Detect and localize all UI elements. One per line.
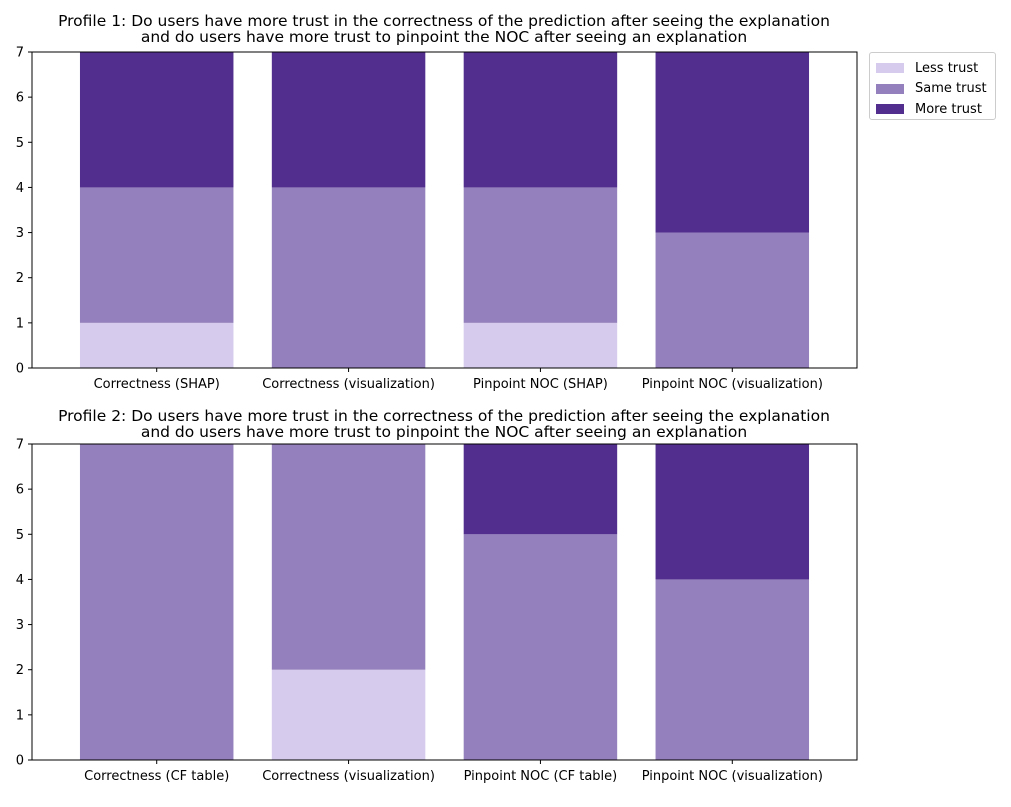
plot-area: 0 1 2 3 4 5 6 7 Correctness (SHAP) Correctness (v…: [16, 46, 858, 392]
bar-same-trust-pinpoint-noc-visualization: [655, 232, 810, 368]
chart-title-line-2: and do users have more trust to pinpoint…: [140, 423, 748, 441]
y-tick-label: 4: [16, 573, 24, 588]
bar-same-trust-correctness-shap: [79, 187, 234, 323]
bar-more-trust-pinpoint-noc-visualization: [655, 444, 810, 580]
chart-profile-2: Profile 2: Do users have more trust in t…: [0, 395, 1011, 807]
chart-title-line-2: and do users have more trust to pinpoint…: [140, 28, 748, 46]
x-tick-label: Pinpoint NOC (visualization): [642, 377, 823, 392]
y-tick-label: 3: [16, 618, 24, 633]
legend: Less trust Same trust More trust: [869, 52, 996, 120]
x-tick-label: Pinpoint NOC (visualization): [642, 769, 823, 784]
bar-same-trust-correctness-visualization: [271, 187, 426, 368]
chart-title-line-1: Profile 1: Do users have more trust in t…: [58, 12, 830, 30]
x-tick-label: Correctness (visualization): [262, 769, 435, 784]
chart-title-line-1: Profile 2: Do users have more trust in t…: [58, 407, 830, 425]
chart-title: Profile 2: Do users have more trust in t…: [32, 408, 856, 440]
bar-less-trust-correctness-visualization: [271, 669, 426, 760]
y-tick-label: 1: [16, 708, 24, 723]
y-tick-label: 7: [16, 438, 24, 453]
bar-same-trust-pinpoint-noc-visualization: [655, 579, 810, 760]
y-tick-label: 6: [16, 483, 24, 498]
y-tick-label: 6: [16, 91, 24, 106]
y-tick-label: 7: [16, 46, 24, 61]
x-tick-label: Correctness (SHAP): [94, 377, 220, 392]
y-tick-label: 5: [16, 136, 24, 151]
chart-title: Profile 1: Do users have more trust in t…: [32, 13, 856, 45]
plot-area: 0 1 2 3 4 5 6 7 Correctness (CF table) Correctnes…: [16, 438, 858, 784]
legend-label-same-trust: Same trust: [915, 81, 987, 97]
legend-swatch-same-trust: [876, 83, 904, 94]
legend-item-more-trust: More trust: [870, 99, 995, 120]
y-tick-label: 5: [16, 528, 24, 543]
bar-same-trust-correctness-cf-table: [79, 444, 234, 760]
bar-more-trust-correctness-visualization: [271, 52, 426, 188]
legend-item-less-trust: Less trust: [870, 58, 995, 79]
legend-label-less-trust: Less trust: [915, 60, 979, 76]
y-tick-label: 2: [16, 271, 24, 286]
axes-frame: [31, 51, 858, 369]
bar-same-trust-correctness-visualization: [271, 444, 426, 670]
chart-profile-1: Profile 1: Do users have more trust in t…: [0, 0, 1011, 395]
legend-swatch-more-trust: [876, 104, 904, 115]
bar-more-trust-pinpoint-noc-shap: [463, 52, 618, 188]
bar-less-trust-pinpoint-noc-shap: [463, 322, 618, 368]
y-tick-label: 0: [16, 754, 24, 769]
bar-more-trust-pinpoint-noc-visualization: [655, 52, 810, 233]
bar-more-trust-correctness-shap: [79, 52, 234, 188]
y-tick-label: 3: [16, 226, 24, 241]
bar-less-trust-correctness-shap: [79, 322, 234, 368]
bar-more-trust-pinpoint-noc-cf-table: [463, 444, 618, 535]
x-tick-label: Correctness (visualization): [262, 377, 435, 392]
legend-label-more-trust: More trust: [915, 101, 982, 117]
y-tick-label: 1: [16, 316, 24, 331]
bar-same-trust-pinpoint-noc-shap: [463, 187, 618, 323]
y-tick-label: 2: [16, 663, 24, 678]
legend-item-same-trust: Same trust: [870, 79, 995, 100]
bar-same-trust-pinpoint-noc-cf-table: [463, 534, 618, 760]
x-tick-label: Correctness (CF table): [84, 769, 229, 784]
axes-frame: [31, 443, 858, 761]
legend-swatch-less-trust: [876, 63, 904, 74]
x-tick-label: Pinpoint NOC (SHAP): [473, 377, 608, 392]
y-tick-label: 0: [16, 362, 24, 377]
y-tick-label: 4: [16, 181, 24, 196]
x-tick-label: Pinpoint NOC (CF table): [464, 769, 618, 784]
